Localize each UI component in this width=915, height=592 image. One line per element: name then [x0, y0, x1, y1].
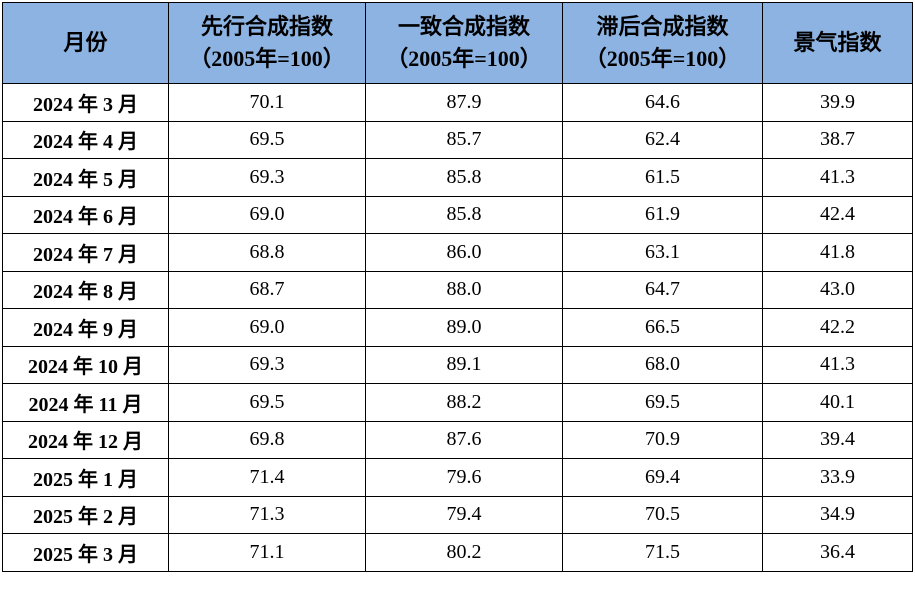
table-row: 2025 年 1 月 71.4 79.6 69.4 33.9 — [2, 458, 913, 497]
month-cell: 2024 年 8 月 — [2, 270, 169, 309]
value-cell: 85.8 — [365, 195, 563, 234]
value-cell: 41.3 — [762, 158, 913, 197]
month-cell: 2024 年 7 月 — [2, 233, 169, 272]
value-cell: 69.0 — [168, 308, 366, 347]
table-row: 2024 年 10 月 69.3 89.1 68.0 41.3 — [2, 345, 913, 384]
value-cell: 64.6 — [562, 83, 763, 122]
value-cell: 38.7 — [762, 120, 913, 159]
value-cell: 70.5 — [562, 495, 763, 534]
header-text: 滞后合成指数 — [596, 14, 729, 39]
value-cell: 80.2 — [365, 533, 563, 572]
value-cell: 33.9 — [762, 458, 913, 497]
value-cell: 89.1 — [365, 345, 563, 384]
month-cell: 2025 年 3 月 — [2, 533, 169, 572]
value-cell: 69.5 — [168, 383, 366, 422]
value-cell: 85.7 — [365, 120, 563, 159]
header-row: 月份 先行合成指数 （2005年=100） 一致合成指数 （2005年=100） 滞后合成… — [2, 2, 913, 84]
header-text: （2005年=100） — [584, 46, 741, 71]
table-header: 月份 先行合成指数 （2005年=100） 一致合成指数 （2005年=100） 滞后合成… — [2, 2, 913, 84]
value-cell: 70.9 — [562, 420, 763, 459]
month-cell: 2024 年 9 月 — [2, 308, 169, 347]
value-cell: 69.4 — [562, 458, 763, 497]
table-row: 2024 年 11 月 69.5 88.2 69.5 40.1 — [2, 383, 913, 422]
month-cell: 2024 年 12 月 — [2, 420, 169, 459]
value-cell: 71.3 — [168, 495, 366, 534]
value-cell: 68.8 — [168, 233, 366, 272]
value-cell: 39.4 — [762, 420, 913, 459]
value-cell: 42.2 — [762, 308, 913, 347]
table-row: 2025 年 2 月 71.3 79.4 70.5 34.9 — [2, 495, 913, 534]
value-cell: 79.6 — [365, 458, 563, 497]
header-text: 一致合成指数 — [397, 14, 530, 39]
table-row: 2024 年 4 月 69.5 85.7 62.4 38.7 — [2, 120, 913, 159]
value-cell: 87.6 — [365, 420, 563, 459]
value-cell: 40.1 — [762, 383, 913, 422]
value-cell: 87.9 — [365, 83, 563, 122]
header-cell: 先行合成指数 （2005年=100） — [168, 2, 366, 84]
value-cell: 41.3 — [762, 345, 913, 384]
value-cell: 70.1 — [168, 83, 366, 122]
value-cell: 62.4 — [562, 120, 763, 159]
header-cell: 景气指数 — [762, 2, 913, 84]
value-cell: 64.7 — [562, 270, 763, 309]
month-cell: 2025 年 1 月 — [2, 458, 169, 497]
table-row: 2024 年 3 月 70.1 87.9 64.6 39.9 — [2, 83, 913, 122]
value-cell: 39.9 — [762, 83, 913, 122]
value-cell: 68.7 — [168, 270, 366, 309]
value-cell: 79.4 — [365, 495, 563, 534]
value-cell: 71.4 — [168, 458, 366, 497]
table-row: 2024 年 9 月 69.0 89.0 66.5 42.2 — [2, 308, 913, 347]
table-row: 2024 年 5 月 69.3 85.8 61.5 41.3 — [2, 158, 913, 197]
table-body: 2024 年 3 月 70.1 87.9 64.6 39.9 2024 年 4 月 69.5… — [2, 83, 913, 572]
value-cell: 69.5 — [562, 383, 763, 422]
value-cell: 43.0 — [762, 270, 913, 309]
value-cell: 42.4 — [762, 195, 913, 234]
value-cell: 41.8 — [762, 233, 913, 272]
header-text: 先行合成指数 — [200, 14, 333, 39]
value-cell: 61.9 — [562, 195, 763, 234]
table-row: 2024 年 8 月 68.7 88.0 64.7 43.0 — [2, 270, 913, 309]
header-cell: 月份 — [2, 2, 169, 84]
index-table: 月份 先行合成指数 （2005年=100） 一致合成指数 （2005年=100） 滞后合成… — [2, 2, 913, 572]
header-cell: 滞后合成指数 （2005年=100） — [562, 2, 763, 84]
month-cell: 2024 年 4 月 — [2, 120, 169, 159]
month-cell: 2024 年 3 月 — [2, 83, 169, 122]
value-cell: 69.3 — [168, 158, 366, 197]
table-row: 2025 年 3 月 71.1 80.2 71.5 36.4 — [2, 533, 913, 572]
value-cell: 86.0 — [365, 233, 563, 272]
value-cell: 36.4 — [762, 533, 913, 572]
value-cell: 69.0 — [168, 195, 366, 234]
value-cell: 68.0 — [562, 345, 763, 384]
value-cell: 63.1 — [562, 233, 763, 272]
value-cell: 69.5 — [168, 120, 366, 159]
value-cell: 88.0 — [365, 270, 563, 309]
table-row: 2024 年 7 月 68.8 86.0 63.1 41.8 — [2, 233, 913, 272]
table-row: 2024 年 12 月 69.8 87.6 70.9 39.4 — [2, 420, 913, 459]
header-text: （2005年=100） — [189, 46, 345, 71]
month-cell: 2025 年 2 月 — [2, 495, 169, 534]
month-cell: 2024 年 10 月 — [2, 345, 169, 384]
table-row: 2024 年 6 月 69.0 85.8 61.9 42.4 — [2, 195, 913, 234]
value-cell: 61.5 — [562, 158, 763, 197]
value-cell: 66.5 — [562, 308, 763, 347]
month-cell: 2024 年 5 月 — [2, 158, 169, 197]
value-cell: 69.3 — [168, 345, 366, 384]
header-text: 月份 — [63, 30, 108, 55]
header-text: 景气指数 — [793, 30, 882, 55]
value-cell: 71.5 — [562, 533, 763, 572]
header-text: （2005年=100） — [386, 46, 542, 71]
month-cell: 2024 年 6 月 — [2, 195, 169, 234]
header-cell: 一致合成指数 （2005年=100） — [365, 2, 563, 84]
value-cell: 89.0 — [365, 308, 563, 347]
month-cell: 2024 年 11 月 — [2, 383, 169, 422]
value-cell: 85.8 — [365, 158, 563, 197]
value-cell: 71.1 — [168, 533, 366, 572]
value-cell: 69.8 — [168, 420, 366, 459]
value-cell: 34.9 — [762, 495, 913, 534]
value-cell: 88.2 — [365, 383, 563, 422]
